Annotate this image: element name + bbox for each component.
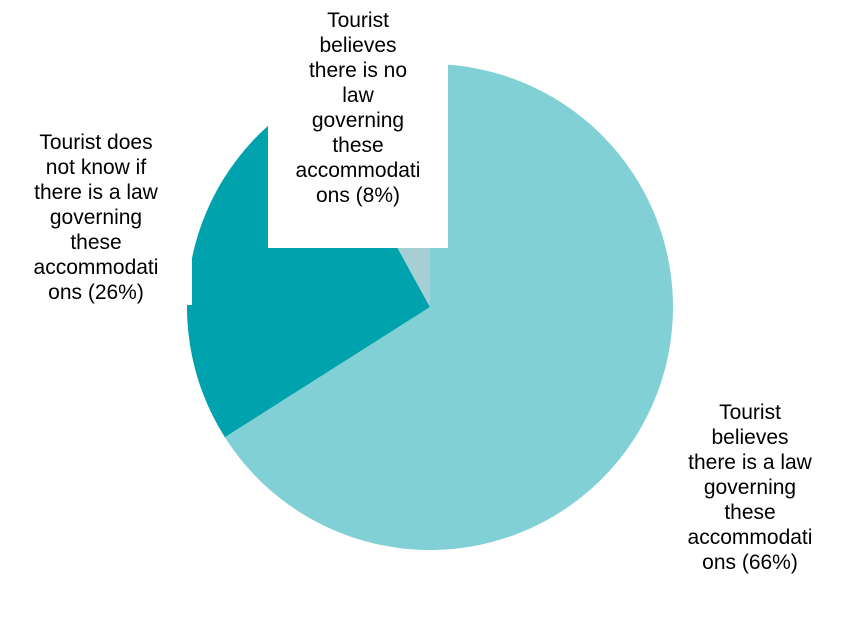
slice-does-not-know	[186, 94, 430, 438]
slice-label-no-law: Tourist believes there is no law governi…	[268, 8, 448, 248]
slice-law-exists	[224, 64, 673, 550]
slice-label-law-exists: Tourist believes there is a law governin…	[660, 400, 840, 575]
slice-label-does-not-know: Tourist does not know if there is a law …	[0, 130, 192, 305]
